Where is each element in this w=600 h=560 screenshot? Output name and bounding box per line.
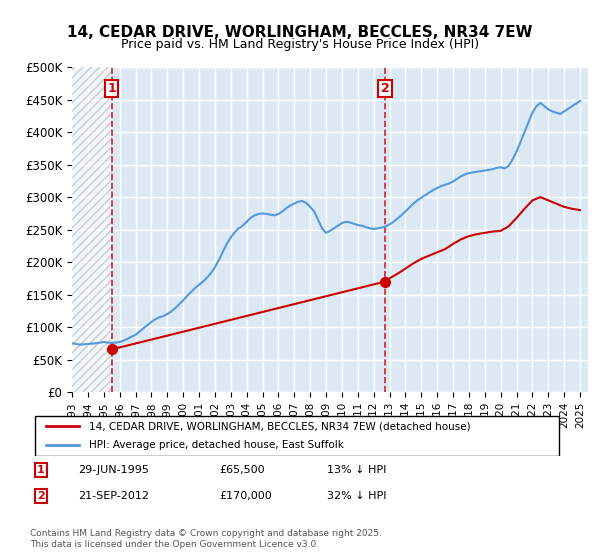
Text: 2: 2 (381, 82, 389, 95)
Text: 32% ↓ HPI: 32% ↓ HPI (327, 491, 386, 501)
Text: 1: 1 (37, 465, 44, 475)
Bar (72, 67, 112, 392)
Text: £170,000: £170,000 (219, 491, 272, 501)
Text: Price paid vs. HM Land Registry's House Price Index (HPI): Price paid vs. HM Land Registry's House … (121, 38, 479, 51)
Text: 14, CEDAR DRIVE, WORLINGHAM, BECCLES, NR34 7EW (detached house): 14, CEDAR DRIVE, WORLINGHAM, BECCLES, NR… (89, 421, 471, 431)
Bar (72, 67, 112, 392)
Text: 21-SEP-2012: 21-SEP-2012 (79, 491, 149, 501)
Text: 1: 1 (107, 82, 116, 95)
Text: 13% ↓ HPI: 13% ↓ HPI (327, 465, 386, 475)
Text: £65,500: £65,500 (219, 465, 265, 475)
Text: Contains HM Land Registry data © Crown copyright and database right 2025.
This d: Contains HM Land Registry data © Crown c… (30, 529, 382, 549)
FancyBboxPatch shape (35, 416, 559, 456)
Text: 29-JUN-1995: 29-JUN-1995 (79, 465, 149, 475)
Text: HPI: Average price, detached house, East Suffolk: HPI: Average price, detached house, East… (89, 440, 344, 450)
Text: 2: 2 (37, 491, 44, 501)
Text: 14, CEDAR DRIVE, WORLINGHAM, BECCLES, NR34 7EW: 14, CEDAR DRIVE, WORLINGHAM, BECCLES, NR… (67, 25, 533, 40)
